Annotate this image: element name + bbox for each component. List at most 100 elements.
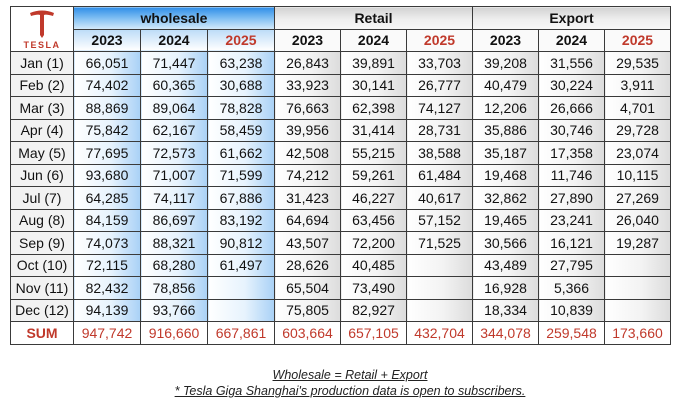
month-label: Apr (4) xyxy=(10,118,74,142)
value-cell: 64,694 xyxy=(274,208,341,232)
year-header-retail-2025: 2025 xyxy=(406,28,473,52)
sum-cell: 667,861 xyxy=(207,321,275,345)
month-label: May (5) xyxy=(10,141,74,165)
group-header-export: Export xyxy=(472,6,671,30)
year-header-export-2025: 2025 xyxy=(604,28,671,52)
value-cell xyxy=(406,276,473,300)
value-cell xyxy=(604,276,671,300)
value-cell: 93,680 xyxy=(73,163,141,187)
value-cell: 82,927 xyxy=(340,298,407,322)
value-cell: 40,479 xyxy=(472,73,539,97)
value-cell: 27,795 xyxy=(538,253,605,277)
value-cell: 42,508 xyxy=(274,141,341,165)
value-cell: 43,489 xyxy=(472,253,539,277)
sum-cell: 657,105 xyxy=(340,321,407,345)
value-cell: 23,241 xyxy=(538,208,605,232)
year-header-retail-2023: 2023 xyxy=(274,28,341,52)
value-cell: 35,886 xyxy=(472,118,539,142)
value-cell: 74,402 xyxy=(73,73,141,97)
value-cell: 74,127 xyxy=(406,96,473,120)
value-cell: 29,535 xyxy=(604,51,671,75)
value-cell: 78,828 xyxy=(207,96,275,120)
value-cell: 31,556 xyxy=(538,51,605,75)
month-label: Jan (1) xyxy=(10,51,74,75)
value-cell: 27,269 xyxy=(604,186,671,210)
table-row: Jan (1) 66,051 71,447 63,238 26,843 39,891 33,… xyxy=(10,51,671,75)
month-label: Jul (7) xyxy=(10,186,74,210)
table-row: Jul (7) 64,285 74,117 67,886 31,423 46,227 40,… xyxy=(10,186,671,210)
month-label: Jun (6) xyxy=(10,163,74,187)
value-cell: 28,626 xyxy=(274,253,341,277)
value-cell: 60,365 xyxy=(140,73,208,97)
value-cell: 67,886 xyxy=(207,186,275,210)
value-cell: 66,051 xyxy=(73,51,141,75)
value-cell: 71,447 xyxy=(140,51,208,75)
year-header-wholesale-2023: 2023 xyxy=(73,28,141,52)
value-cell: 29,728 xyxy=(604,118,671,142)
value-cell: 72,115 xyxy=(73,253,141,277)
value-cell: 62,398 xyxy=(340,96,407,120)
value-cell xyxy=(604,253,671,277)
value-cell: 16,928 xyxy=(472,276,539,300)
value-cell: 30,566 xyxy=(472,231,539,255)
value-cell: 75,805 xyxy=(274,298,341,322)
sum-cell: 916,660 xyxy=(140,321,208,345)
value-cell: 26,843 xyxy=(274,51,341,75)
value-cell: 26,777 xyxy=(406,73,473,97)
month-label: Dec (12) xyxy=(10,298,74,322)
value-cell xyxy=(406,298,473,322)
value-cell: 89,064 xyxy=(140,96,208,120)
year-header-retail-2024: 2024 xyxy=(340,28,407,52)
value-cell: 28,731 xyxy=(406,118,473,142)
value-cell: 74,212 xyxy=(274,163,341,187)
table-row: Nov (11) 82,432 78,856 65,504 73,490 16,928 5,… xyxy=(10,276,671,300)
value-cell: 19,465 xyxy=(472,208,539,232)
year-header-export-2023: 2023 xyxy=(472,28,539,52)
value-cell: 76,663 xyxy=(274,96,341,120)
table-row: Jun (6) 93,680 71,007 71,599 74,212 59,261 61,… xyxy=(10,163,671,187)
value-cell: 57,152 xyxy=(406,208,473,232)
value-cell: 32,862 xyxy=(472,186,539,210)
value-cell: 39,956 xyxy=(274,118,341,142)
value-cell: 4,701 xyxy=(604,96,671,120)
sum-cell: 432,704 xyxy=(406,321,473,345)
table-row: Sep (9) 74,073 88,321 90,812 43,507 72,200 71,… xyxy=(10,231,671,255)
value-cell: 30,746 xyxy=(538,118,605,142)
sum-row: SUM 947,742 916,660 667,861 603,664 657,105 43… xyxy=(10,321,671,345)
value-cell: 33,703 xyxy=(406,51,473,75)
value-cell: 63,238 xyxy=(207,51,275,75)
sum-cell: 603,664 xyxy=(274,321,341,345)
footnote-subscribers: * Tesla Giga Shanghai's production data … xyxy=(174,384,526,398)
value-cell: 30,141 xyxy=(340,73,407,97)
value-cell: 5,366 xyxy=(538,276,605,300)
value-cell: 26,040 xyxy=(604,208,671,232)
value-cell: 19,468 xyxy=(472,163,539,187)
value-cell: 38,588 xyxy=(406,141,473,165)
value-cell: 83,192 xyxy=(207,208,275,232)
value-cell: 74,073 xyxy=(73,231,141,255)
sales-table: TESLA wholesale Retail Export 2023 2024 20… xyxy=(10,6,671,345)
value-cell: 43,507 xyxy=(274,231,341,255)
tesla-logo: TESLA xyxy=(10,6,74,52)
value-cell: 18,334 xyxy=(472,298,539,322)
value-cell: 71,007 xyxy=(140,163,208,187)
month-label: Nov (11) xyxy=(10,276,74,300)
month-label: Oct (10) xyxy=(10,253,74,277)
value-cell: 10,115 xyxy=(604,163,671,187)
month-label: Aug (8) xyxy=(10,208,74,232)
value-cell: 73,490 xyxy=(340,276,407,300)
value-cell: 62,167 xyxy=(140,118,208,142)
value-cell: 35,187 xyxy=(472,141,539,165)
value-cell: 65,504 xyxy=(274,276,341,300)
value-cell: 46,227 xyxy=(340,186,407,210)
value-cell: 78,856 xyxy=(140,276,208,300)
value-cell: 40,485 xyxy=(340,253,407,277)
group-header-retail: Retail xyxy=(274,6,473,30)
value-cell: 19,287 xyxy=(604,231,671,255)
value-cell: 59,261 xyxy=(340,163,407,187)
value-cell: 90,812 xyxy=(207,231,275,255)
value-cell: 39,208 xyxy=(472,51,539,75)
table-row: Aug (8) 84,159 86,697 83,192 64,694 63,456 57,… xyxy=(10,208,671,232)
value-cell: 72,573 xyxy=(140,141,208,165)
value-cell: 71,525 xyxy=(406,231,473,255)
